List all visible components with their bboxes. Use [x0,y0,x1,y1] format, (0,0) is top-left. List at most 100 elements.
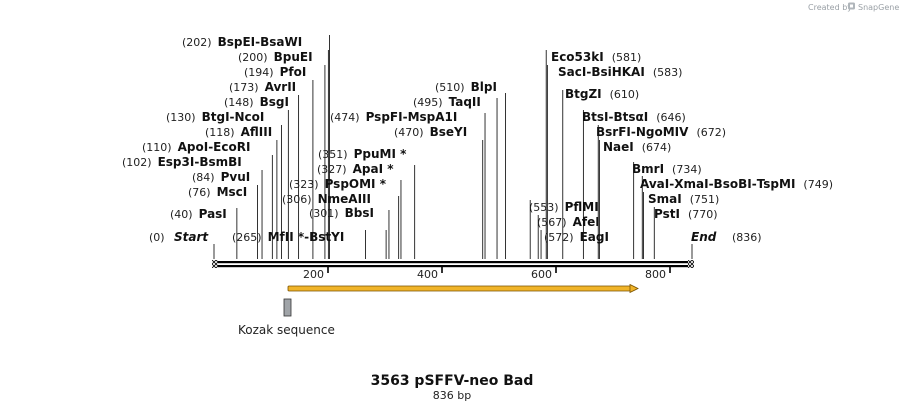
cut-site: (474) PspFI - MspA1I [330,110,457,124]
enzyme-name: BspEI [218,35,256,49]
end-labels: (0) Start End (836) [149,230,762,244]
enzyme-name: PflMI [565,200,599,214]
cut-site-position: (734) [672,163,702,176]
cut-site: (265) MfII * - BstYI [232,230,344,244]
cut-site-position: (301) [309,207,339,220]
cut-site-position: (470) [394,126,424,139]
cut-site-position: (102) [122,156,152,169]
enzyme-name: PasI [199,207,227,221]
cut-site: (194) PfoI [244,65,306,79]
cut-site: Eco53kI (581) [551,50,641,64]
cut-site-position: (567) [537,216,567,229]
enzyme-name: MfII * [268,230,305,244]
cut-site-position: (76) [188,186,211,199]
enzyme-name: BtsαI [613,110,648,124]
enzyme-name: PspOMI * [325,177,387,191]
cut-site-position: (610) [610,88,640,101]
cut-site-separator: - [631,125,636,139]
cut-site-separator: - [669,177,674,191]
cut-site: (495) TaqII [413,95,481,109]
cut-site-separator: - [255,35,260,49]
cut-site-position: (130) [166,111,196,124]
enzyme-name: AvaI [640,177,669,191]
cut-site-position: (306) [282,193,312,206]
cut-site-position: (200) [238,51,268,64]
enzyme-name: EcoRI [213,140,250,154]
cut-site-position: (327) [317,163,347,176]
enzyme-name: XmaI [674,177,708,191]
cut-site-position: (110) [142,141,172,154]
orf-arrowhead-icon [629,283,639,294]
cut-site: (470) BseYI [394,125,467,139]
cut-site: NaeI (674) [603,140,671,154]
axis: 200 400 600 800 [303,267,671,281]
cut-site: (102) Esp3I - BsmBI [122,155,242,169]
enzyme-name: BlpI [471,80,497,94]
map-title: 3563 pSFFV-neo Bad 836 bp [371,373,534,402]
enzyme-name: BsmBI [199,155,241,169]
enzyme-name: PvuI [221,170,251,184]
enzyme-name: PpuMI * [354,147,408,161]
cut-site: (130) BtgI - NcoI [166,110,264,124]
cut-site: (351) PpuMI * [318,147,407,161]
cut-site-position: (751) [690,193,720,206]
enzyme-name: BtgI [202,110,230,124]
cut-site: (567) AfeI [537,215,600,229]
cut-site-position: (474) [330,111,360,124]
axis-tick-label: 400 [417,268,438,281]
snapgene-credit: Created by SnapGene [808,2,899,12]
restriction-sites: (202) BspEI - BsaWI(200) BpuEI(194) PfoI(17… [122,35,833,244]
cut-site-position: (351) [318,148,348,161]
axis-tick-label: 800 [645,268,666,281]
enzyme-name: PspFI [366,110,403,124]
enzyme-name: PfoI [280,65,307,79]
cut-site-position: (646) [656,111,686,124]
cut-site-lines [213,35,693,259]
cut-site: (306) NmeAIII [282,192,371,206]
enzyme-name: NaeI [603,140,634,154]
credit-brand: SnapGene [858,3,899,12]
cut-site: PstI (770) [654,207,718,221]
kozak-feature: Kozak sequence [238,298,335,337]
end-label: End [691,230,717,244]
enzyme-name: MspA1I [408,110,458,124]
enzyme-name: AvrII [265,80,297,94]
cut-site: (301) BbsI [309,206,374,220]
enzyme-name: PstI [654,207,680,221]
enzyme-name: BsrFI [596,125,631,139]
end-position: (836) [732,231,762,244]
cut-site-position: (510) [435,81,465,94]
cut-site: (510) BlpI [435,80,497,94]
start-end-hatch [212,260,218,268]
credit-text: Created by [808,3,852,12]
orf-arrow [287,283,639,294]
enzyme-name: AflIII [241,125,273,139]
enzyme-name: Esp3I [158,155,195,169]
cut-site: (173) AvrII [229,80,296,94]
cut-site-position: (749) [803,178,833,191]
enzyme-name: SmaI [648,192,682,206]
enzyme-name: NgoMIV [636,125,689,139]
enzyme-name: ApoI [178,140,209,154]
enzyme-name: BsaWI [260,35,302,49]
enzyme-name: BtgZI [565,87,602,101]
cut-site-separator: - [586,65,591,79]
kozak-box [283,298,292,317]
enzyme-name: BseYI [430,125,468,139]
cut-site-position: (84) [192,171,215,184]
sequence-length: 836 bp [433,389,471,402]
cut-site-separator: - [609,110,614,124]
cut-site-position: (583) [653,66,683,79]
cut-site: (323) PspOMI * [289,177,387,191]
cut-site: BtgZI (610) [565,87,639,101]
enzyme-name: EagI [580,230,609,244]
cut-site-position: (553) [529,201,559,214]
cut-site: (118) AflIII [205,125,272,139]
enzyme-name: TaqII [449,95,481,109]
cut-site-position: (40) [170,208,193,221]
cut-site: (327) ApaI * [317,162,394,176]
snapgene-logo-icon [848,2,855,10]
cut-site-position: (672) [696,126,726,139]
cut-site-separator: - [752,177,757,191]
